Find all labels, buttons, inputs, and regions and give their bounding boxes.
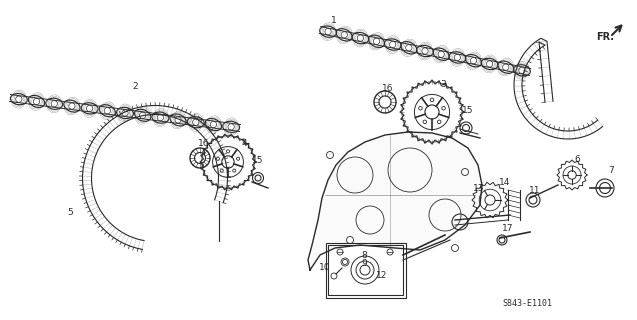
Text: 15: 15 [462, 106, 474, 115]
Bar [328, 245, 403, 295]
Text: 13: 13 [473, 183, 485, 193]
Text: 4: 4 [241, 139, 247, 148]
Text: 7: 7 [608, 165, 614, 174]
Text: 3: 3 [440, 79, 446, 89]
Text: 2: 2 [132, 82, 138, 91]
Text: 1: 1 [331, 15, 337, 25]
Text: 17: 17 [502, 223, 514, 233]
Text: 6: 6 [574, 155, 580, 164]
Text: 16: 16 [198, 139, 210, 148]
Text: FR.: FR. [596, 32, 614, 42]
Text: 14: 14 [499, 178, 511, 187]
Polygon shape [308, 132, 482, 270]
Text: 5: 5 [67, 207, 73, 217]
Text: 12: 12 [376, 271, 388, 281]
Text: 9: 9 [361, 260, 367, 268]
Text: 8: 8 [361, 252, 367, 260]
Text: 10: 10 [319, 263, 331, 273]
Bar [326, 243, 406, 298]
Text: 11: 11 [529, 186, 541, 195]
Text: S843-E1101: S843-E1101 [502, 299, 552, 308]
Text: 15: 15 [252, 156, 264, 164]
Text: 16: 16 [382, 84, 394, 92]
